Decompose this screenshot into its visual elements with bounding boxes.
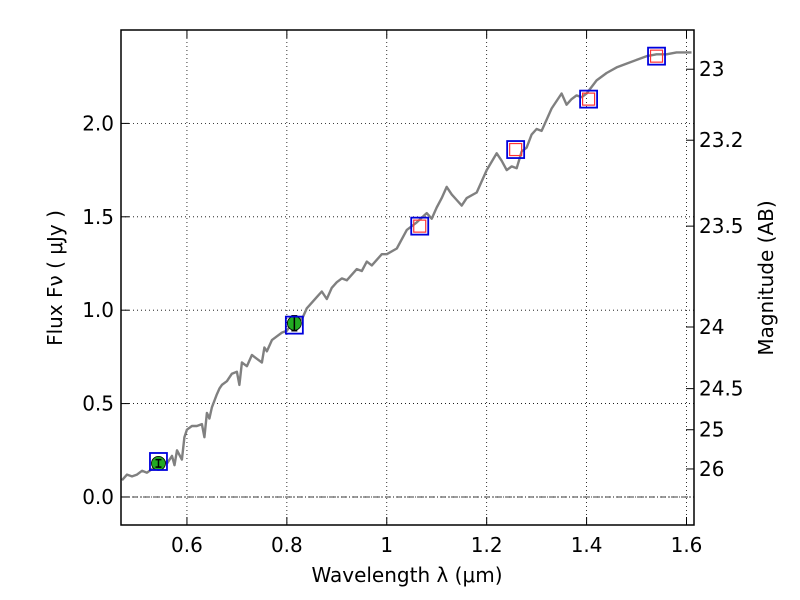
synthetic-photometry-point: [506, 140, 526, 159]
synthetic-photometry-point: [579, 89, 598, 109]
synthetic-photometry-point: [647, 46, 666, 66]
y2-axis-label: Magnitude (AB): [754, 200, 778, 355]
x-tick-label: 1.2: [471, 533, 503, 557]
y-tick-label: 0.0: [82, 485, 114, 509]
synthetic-photometry-point: [284, 315, 304, 335]
mag-tick-label: 23: [699, 57, 724, 81]
y-tick-label: 1.0: [82, 298, 114, 322]
ticks: 0.6 0.8 1 1.2 1.4 1.6 0.0 0.5 1.0 1.5 2.0 23 23.2 23.…: [82, 30, 744, 557]
model-band-point: [649, 49, 664, 63]
marker-layer: [149, 46, 666, 471]
y-axis-label: Flux Fν ( μJy ): [43, 210, 67, 346]
mag-tick-label: 23.5: [699, 214, 744, 238]
series-layer: [121, 51, 692, 481]
mag-tick-label: 25: [699, 418, 724, 442]
y-tick-label: 2.0: [82, 111, 114, 135]
x-tick-label: 1.4: [571, 533, 603, 557]
synthetic-photometry-point: [410, 216, 430, 236]
y-tick-label: 0.5: [82, 392, 114, 416]
mag-tick-label: 26: [699, 457, 724, 481]
grid: [121, 30, 694, 525]
sed-line: [121, 51, 692, 481]
plot-frame: [120, 29, 695, 526]
mag-tick-label: 24.5: [699, 377, 744, 401]
synthetic-photometry-point: [149, 452, 168, 471]
x-tick-label: 0.8: [271, 533, 303, 557]
mag-tick-label: 24: [699, 315, 724, 339]
mag-tick-label: 23.2: [699, 128, 744, 152]
model-band-point: [509, 142, 523, 157]
x-tick-label: 1: [380, 533, 393, 557]
y-tick-label: 1.5: [82, 205, 114, 229]
model-band-point: [413, 219, 427, 233]
x-tick-label: 0.6: [171, 533, 203, 557]
x-tick-label: 1.6: [671, 533, 703, 557]
model-band-point: [581, 92, 596, 106]
x-axis-label: Wavelength λ (μm): [311, 563, 502, 587]
